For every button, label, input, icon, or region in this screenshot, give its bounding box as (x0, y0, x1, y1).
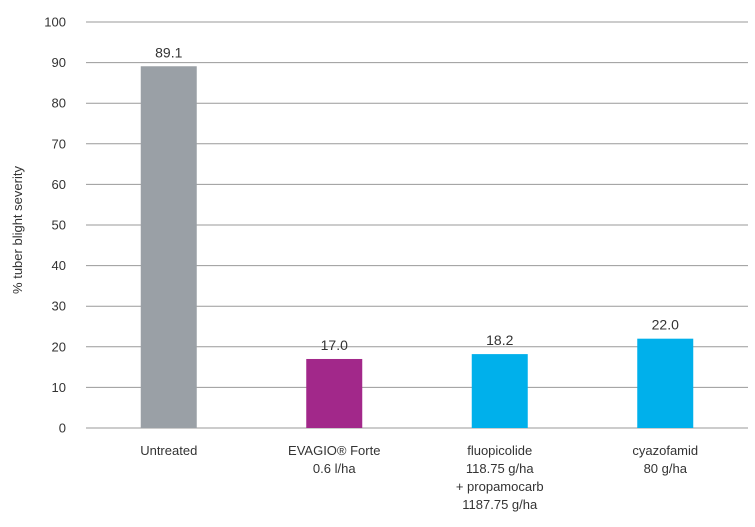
y-tick-label: 80 (52, 96, 66, 111)
y-tick-label: 30 (52, 299, 66, 314)
y-tick-label: 100 (44, 15, 66, 30)
data-labels: 89.1 17.0 18.2 22.0 (155, 44, 679, 353)
y-tick-label: 10 (52, 380, 66, 395)
y-tick-label: 20 (52, 339, 66, 354)
y-tick-label: 50 (52, 218, 66, 233)
y-axis-ticks: 0 10 20 30 40 50 60 70 80 90 100 (44, 15, 66, 436)
bar (306, 358, 363, 428)
y-tick-label: 0 (59, 421, 66, 436)
category-label: Untreated (140, 443, 197, 458)
y-tick-label: 60 (52, 177, 66, 192)
bars (140, 66, 694, 428)
data-label: 17.0 (321, 337, 348, 353)
y-tick-label: 90 (52, 55, 66, 70)
category-labels: Untreated EVAGIO® Forte 0.6 l/ha fluopicoli… (140, 443, 698, 512)
bar (471, 354, 528, 428)
category-label: EVAGIO® Forte 0.6 l/ha (288, 443, 380, 476)
data-label: 18.2 (486, 332, 513, 348)
category-label: cyazofamid 80 g/ha (632, 443, 698, 476)
y-axis-label: % tuber blight severity (10, 166, 25, 294)
category-label: fluopicolide 118.75 g/ha + propamocarb 1187… (456, 443, 544, 512)
data-label: 22.0 (652, 317, 679, 333)
bar (140, 66, 197, 428)
y-tick-label: 40 (52, 258, 66, 273)
bar (637, 338, 694, 428)
y-tick-label: 70 (52, 136, 66, 151)
data-label: 89.1 (155, 44, 182, 60)
